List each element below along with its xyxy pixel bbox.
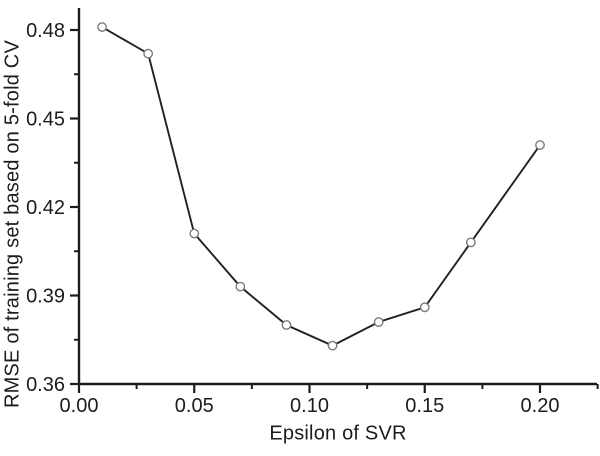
y-tick-label: 0.39 bbox=[26, 286, 65, 308]
data-point-marker bbox=[281, 320, 292, 330]
data-point-marker bbox=[97, 22, 107, 32]
x-axis-title: Epsilon of SVR bbox=[269, 422, 407, 445]
data-point-marker bbox=[143, 48, 154, 59]
x-tick-label: 0.15 bbox=[405, 395, 444, 417]
data-line bbox=[101, 26, 541, 347]
data-point-marker bbox=[327, 340, 338, 351]
y-tick-label: 0.45 bbox=[26, 109, 65, 131]
y-tick-label: 0.42 bbox=[26, 197, 65, 219]
data-point-marker bbox=[465, 237, 476, 248]
data-point-marker bbox=[373, 317, 384, 327]
data-point-marker bbox=[419, 302, 430, 313]
x-tick-label: 0.20 bbox=[521, 395, 560, 417]
x-tick-label: 0.00 bbox=[60, 395, 99, 417]
data-point-marker bbox=[535, 140, 545, 150]
x-tick-label: 0.05 bbox=[175, 395, 214, 417]
y-axis-title: RMSE of training set based on 5-fold CV bbox=[1, 40, 24, 408]
x-tick-label: 0.10 bbox=[290, 395, 329, 417]
y-tick-label: 0.48 bbox=[26, 20, 65, 42]
data-point-marker bbox=[235, 281, 246, 292]
data-point-marker bbox=[189, 228, 200, 239]
y-tick-label: 0.36 bbox=[26, 374, 65, 396]
